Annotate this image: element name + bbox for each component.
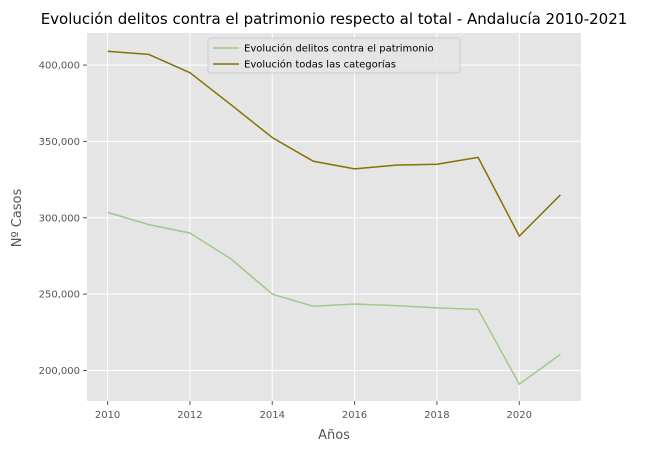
x-tick-label: 2018: [424, 410, 449, 421]
series-line-2: [107, 50, 561, 237]
series-group: [107, 50, 561, 385]
x-tick-label: 2010: [95, 410, 120, 421]
legend-label-2: Evolución todas las categorías: [244, 59, 396, 71]
y-tick-label: 400,000: [39, 61, 80, 72]
legend: Evolución delitos contra el patrimonio Ev…: [207, 37, 461, 74]
y-tick-label: 250,000: [39, 290, 80, 301]
x-tick-label: 2014: [260, 410, 285, 421]
x-tick-label: 2012: [177, 410, 202, 421]
y-tick-label: 300,000: [39, 213, 80, 224]
legend-box: [207, 37, 461, 74]
y-tick-label: 350,000: [39, 137, 80, 148]
legend-label-1: Evolución delitos contra el patrimonio: [244, 43, 434, 55]
x-axis-label: Años: [318, 428, 350, 443]
y-tick-label: 200,000: [39, 366, 80, 377]
x-tick-label: 2016: [342, 410, 367, 421]
y-axis-label: Nº Casos: [10, 189, 25, 248]
grid: [87, 33, 581, 401]
plot-area: [87, 33, 581, 401]
x-axis: 2010 2012 2014 2016 2018 2020: [95, 401, 532, 421]
y-axis: 200,000 250,000 300,000 350,000 400,000: [39, 61, 87, 377]
chart-title: Evolución delitos contra el patrimonio r…: [41, 10, 628, 28]
series-line-1: [107, 211, 561, 385]
x-tick-label: 2020: [507, 410, 532, 421]
